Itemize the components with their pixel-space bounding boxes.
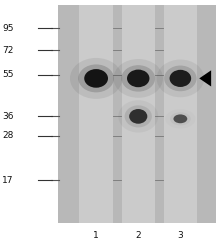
Text: 72: 72 <box>2 46 14 55</box>
Ellipse shape <box>125 105 152 127</box>
Polygon shape <box>199 70 211 86</box>
Ellipse shape <box>121 65 155 92</box>
Bar <box>164 5 197 223</box>
Text: 2: 2 <box>135 231 141 240</box>
Ellipse shape <box>170 112 191 125</box>
Ellipse shape <box>114 59 163 98</box>
Bar <box>58 5 216 223</box>
Text: 1: 1 <box>93 231 99 240</box>
Text: 36: 36 <box>2 112 14 121</box>
Text: 55: 55 <box>2 70 14 79</box>
Text: 17: 17 <box>2 176 14 184</box>
Text: 95: 95 <box>2 24 14 33</box>
Bar <box>121 5 155 223</box>
Ellipse shape <box>170 70 191 87</box>
Ellipse shape <box>173 114 187 123</box>
Text: 3: 3 <box>178 231 183 240</box>
Ellipse shape <box>164 65 197 91</box>
Ellipse shape <box>129 109 147 124</box>
Text: 28: 28 <box>2 132 14 140</box>
Ellipse shape <box>157 60 204 97</box>
Ellipse shape <box>84 69 108 88</box>
Ellipse shape <box>78 64 114 92</box>
Bar <box>79 5 113 223</box>
Ellipse shape <box>70 58 122 99</box>
Ellipse shape <box>127 70 149 87</box>
Ellipse shape <box>118 100 158 133</box>
